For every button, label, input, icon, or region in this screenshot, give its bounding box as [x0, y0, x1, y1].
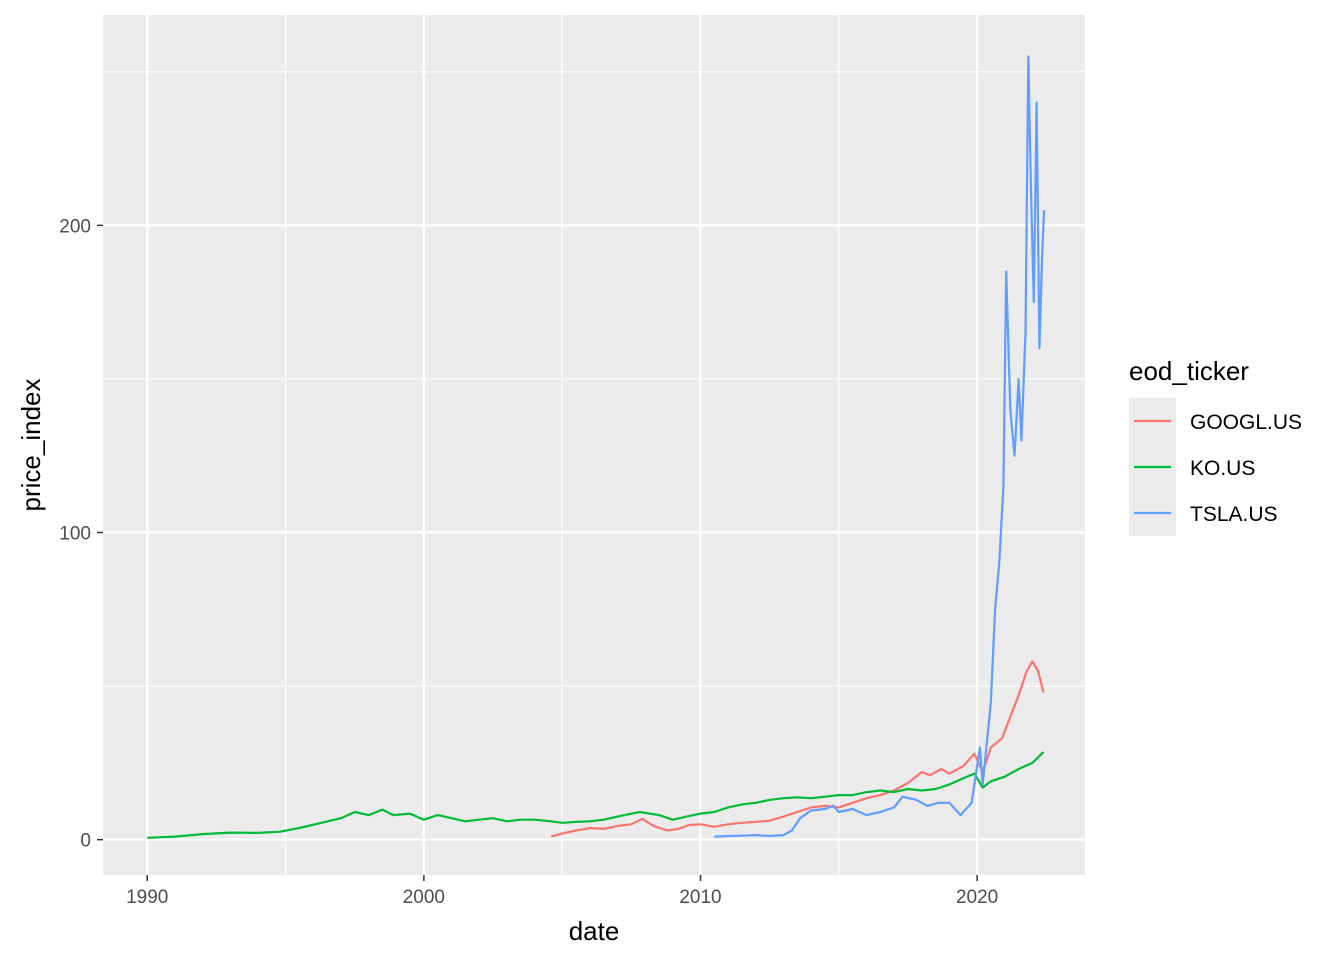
series-lines — [147, 55, 1046, 839]
y-tick-label: 0 — [80, 831, 91, 852]
major-gridlines — [103, 15, 1085, 875]
y-tick-label: 200 — [59, 216, 91, 237]
legend-label-googl-us: GOOGL.US — [1190, 411, 1302, 434]
legend-title: eod_ticker — [1129, 356, 1249, 386]
legend-label-tsla-us: TSLA.US — [1190, 503, 1278, 526]
minor-gridlines — [103, 15, 1085, 875]
y-axis-title: price_index — [16, 379, 46, 512]
series-line-tsla-us — [714, 55, 1046, 838]
x-tick-label: 1990 — [126, 887, 168, 908]
x-tick-label: 2000 — [403, 887, 445, 908]
x-axis-title: date — [569, 916, 620, 946]
x-tick-label: 2020 — [956, 887, 998, 908]
y-axis-ticks: 0 100 200 — [59, 216, 103, 852]
x-axis-ticks: 1990 2000 2010 2020 — [126, 875, 998, 908]
series-line-ko-us — [147, 751, 1045, 839]
legend: eod_ticker GOOGL.US KO.US TSLA.US — [1129, 356, 1302, 536]
legend-label-ko-us: KO.US — [1190, 457, 1255, 480]
legend-items: GOOGL.US KO.US TSLA.US — [1129, 398, 1302, 536]
y-tick-label: 100 — [59, 524, 91, 545]
series-line-googl-us — [550, 660, 1045, 838]
plot-background — [103, 15, 1085, 875]
x-tick-label: 2010 — [679, 887, 721, 908]
